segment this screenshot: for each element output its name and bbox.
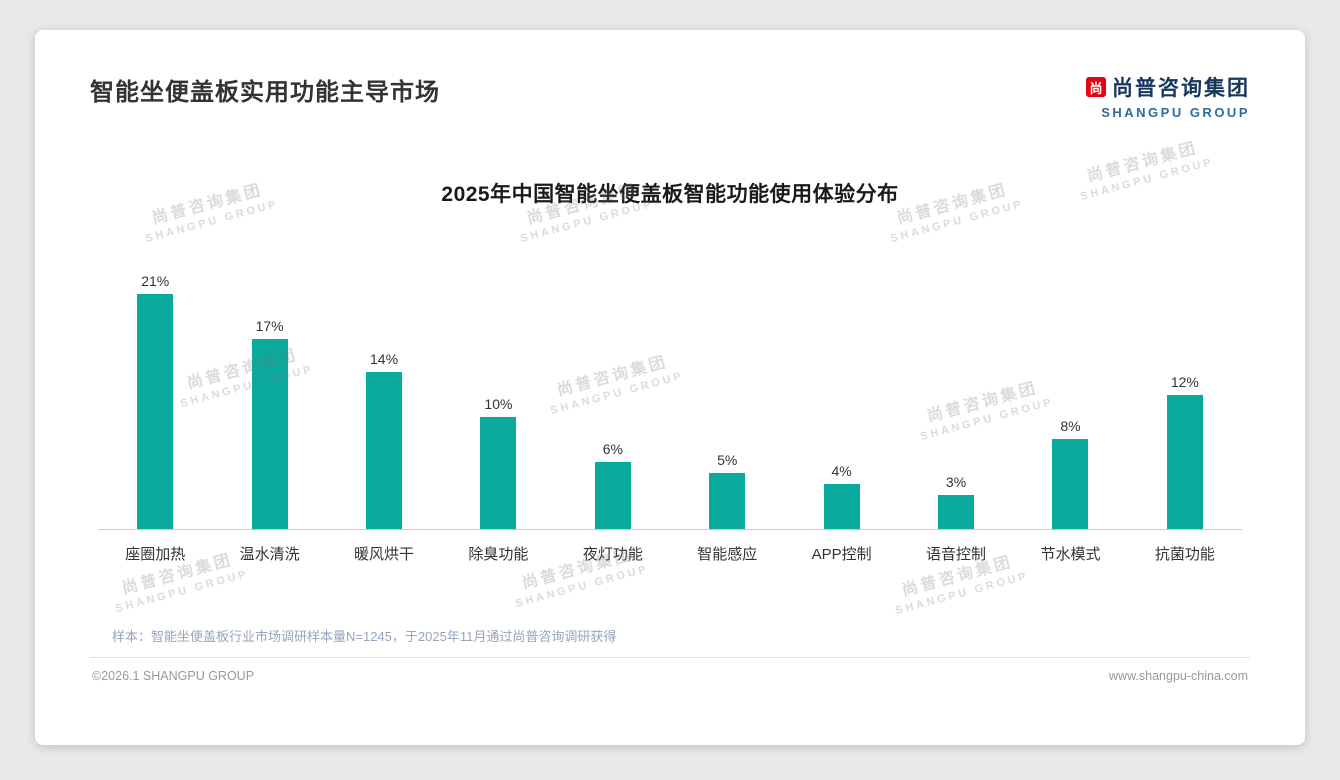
category-label: APP控制 (811, 546, 872, 563)
bar (823, 484, 860, 529)
bar-chart: 21% 17% 14% 10% 6% 5% 4% 3% 8% 12% 座圈加热 温水清洗 暖风烘干 除臭… (90, 258, 1250, 564)
page-title: 智能坐便盖板实用功能主导市场 (90, 79, 440, 106)
company-logo: 尚 尚普咨询集团 SHANGPU GROUP (1086, 72, 1250, 120)
category-labels: 座圈加热 温水清洗 暖风烘干 除臭功能 夜灯功能 智能感应 APP控制 语音控制 节水模式 抗菌功… (98, 530, 1242, 564)
plot-area: 21% 17% 14% 10% 6% 5% 4% 3% 8% 12% (98, 258, 1242, 530)
copyright-text: ©2026.1 SHANGPU GROUP (92, 669, 255, 683)
bar (251, 339, 288, 529)
bar-value-label: 4% (831, 463, 852, 479)
category-label: 抗菌功能 (1154, 546, 1215, 563)
bar (480, 417, 517, 529)
bar-value-label: 10% (484, 396, 513, 412)
logo-row: 尚 尚普咨询集团 (1086, 72, 1250, 102)
slide-card: 尚普咨询集团 SHANGPU GROUP 尚普咨询集团 SHANGPU GROUP 尚普… (35, 30, 1305, 745)
category-label: 智能感应 (697, 546, 758, 563)
bar (1166, 395, 1203, 529)
bar (1052, 439, 1089, 529)
category-label: 语音控制 (926, 546, 987, 563)
category-label: 夜灯功能 (582, 546, 643, 563)
bar (938, 495, 975, 529)
bar-column: 4% (784, 463, 898, 529)
bar-column: 3% (899, 474, 1013, 529)
bar (366, 372, 403, 529)
website-url: www.shangpu-china.com (1109, 669, 1248, 683)
category-label: 座圈加热 (125, 546, 186, 563)
bar-column: 12% (1128, 374, 1242, 529)
footer: ©2026.1 SHANGPU GROUP www.shangpu-china.… (90, 657, 1250, 683)
bar-column: 14% (327, 351, 441, 529)
bar-value-label: 21% (141, 273, 170, 289)
logo-text-cn: 尚普咨询集团 (1112, 77, 1250, 100)
bar (709, 473, 746, 529)
bar-value-label: 17% (255, 318, 284, 334)
logo-text-en: SHANGPU GROUP (1101, 105, 1250, 120)
bar-column: 8% (1013, 418, 1127, 529)
bar-value-label: 14% (370, 351, 399, 367)
watermark-text-en: SHANGPU GROUP (894, 569, 1030, 618)
bar-column: 5% (670, 452, 784, 529)
bar-column: 10% (441, 396, 555, 529)
bar (594, 462, 631, 529)
chart-title: 2025年中国智能坐便盖板智能功能使用体验分布 (441, 183, 899, 206)
watermark-text-en: SHANGPU GROUP (114, 567, 250, 616)
bar-value-label: 12% (1170, 374, 1199, 390)
bar-column: 17% (212, 318, 326, 529)
bar-value-label: 8% (1060, 418, 1081, 434)
category-label: 除臭功能 (468, 546, 529, 563)
bar-value-label: 3% (945, 474, 967, 490)
bar-column: 6% (556, 441, 670, 529)
bar-value-label: 6% (602, 441, 623, 457)
logo-icon: 尚 (1086, 77, 1106, 97)
watermark-text-en: SHANGPU GROUP (514, 562, 650, 611)
sample-note: 样本：智能坐便盖板行业市场调研样本量N=1245，于2025年11月通过尚普咨询… (112, 629, 617, 644)
bar (137, 294, 174, 529)
bar-value-label: 5% (717, 452, 738, 468)
category-label: 暖风烘干 (354, 546, 415, 563)
category-label: 节水模式 (1040, 546, 1101, 563)
header: 智能坐便盖板实用功能主导市场 尚 尚普咨询集团 SHANGPU GROUP (90, 72, 1250, 120)
category-label: 温水清洗 (239, 546, 300, 563)
bar-column: 21% (98, 273, 212, 529)
